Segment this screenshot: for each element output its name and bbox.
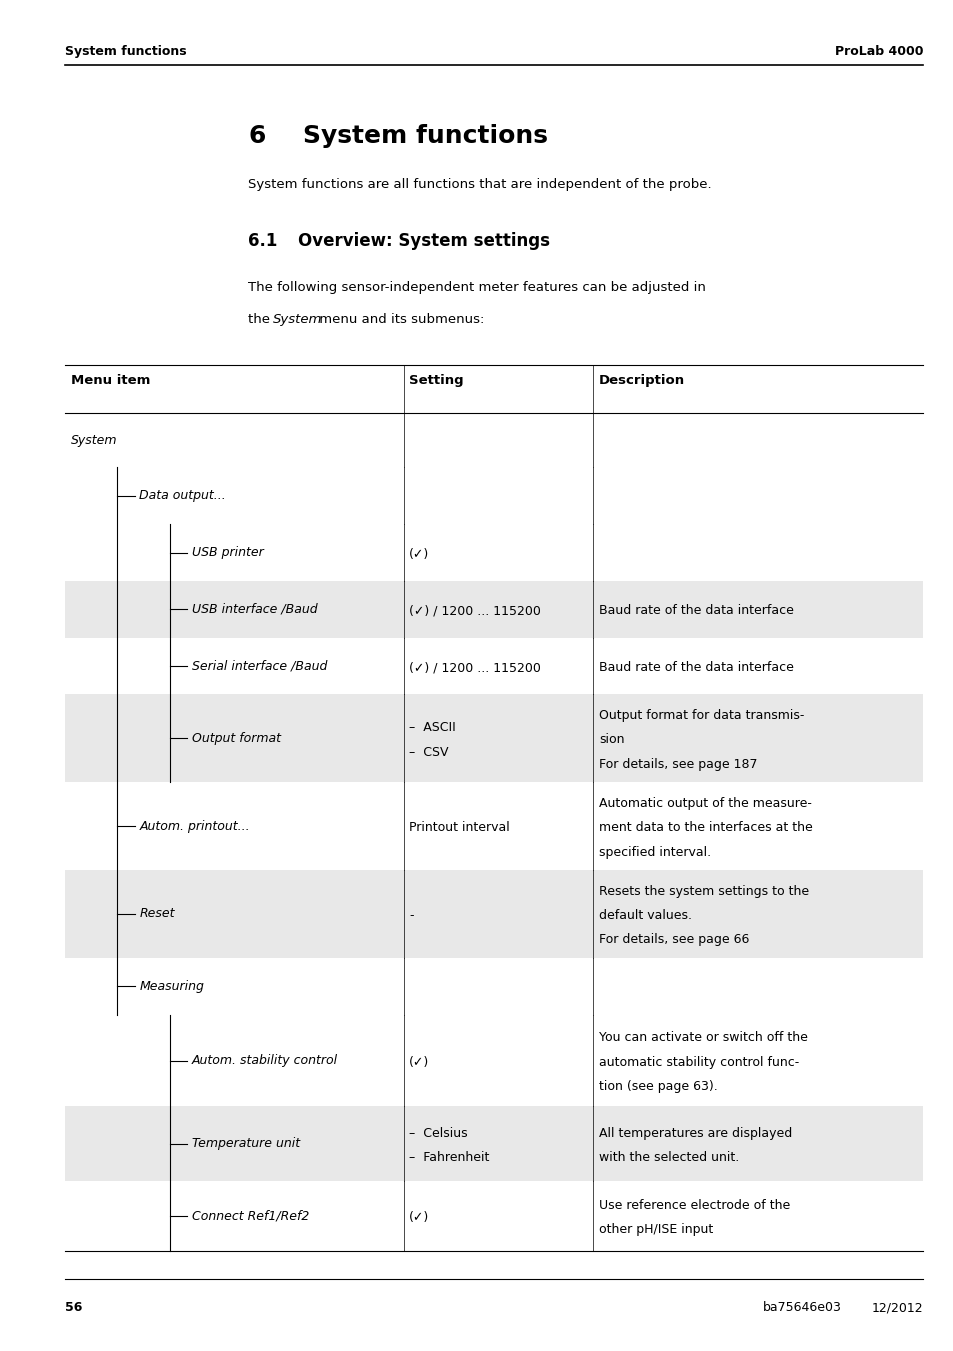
Text: 6.1: 6.1 <box>248 232 277 250</box>
Text: (✓): (✓) <box>409 547 429 561</box>
Bar <box>65 1106 923 1181</box>
Text: the: the <box>248 313 274 327</box>
Text: automatic stability control func-: automatic stability control func- <box>598 1055 799 1069</box>
Text: Printout interval: Printout interval <box>409 821 510 835</box>
Text: System: System <box>273 313 322 327</box>
Text: with the selected unit.: with the selected unit. <box>598 1151 739 1165</box>
Text: 56: 56 <box>65 1301 82 1315</box>
Text: 12/2012: 12/2012 <box>871 1301 923 1315</box>
Text: Output format for data transmis-: Output format for data transmis- <box>598 709 803 723</box>
Text: -: - <box>409 909 414 923</box>
Text: Baud rate of the data interface: Baud rate of the data interface <box>598 661 793 674</box>
Text: (✓): (✓) <box>409 1055 429 1069</box>
Text: ba75646e03: ba75646e03 <box>762 1301 841 1315</box>
Text: specified interval.: specified interval. <box>598 846 711 859</box>
Text: Description: Description <box>598 374 684 388</box>
Text: Setting: Setting <box>409 374 463 388</box>
Text: (✓) / 1200 ... 115200: (✓) / 1200 ... 115200 <box>409 661 540 674</box>
Text: Autom. stability control: Autom. stability control <box>192 1054 337 1067</box>
Text: –  Fahrenheit: – Fahrenheit <box>409 1151 489 1165</box>
Text: Reset: Reset <box>139 908 174 920</box>
Text: ment data to the interfaces at the: ment data to the interfaces at the <box>598 821 812 835</box>
Text: System functions are all functions that are independent of the probe.: System functions are all functions that … <box>248 178 711 192</box>
Text: You can activate or switch off the: You can activate or switch off the <box>598 1031 807 1044</box>
Text: System: System <box>71 434 117 447</box>
Text: ProLab 4000: ProLab 4000 <box>834 45 923 58</box>
Text: USB printer: USB printer <box>192 546 263 559</box>
Text: For details, see page 187: For details, see page 187 <box>598 758 757 771</box>
Text: All temperatures are displayed: All temperatures are displayed <box>598 1127 792 1140</box>
Text: For details, see page 66: For details, see page 66 <box>598 934 749 947</box>
Text: Temperature unit: Temperature unit <box>192 1138 299 1150</box>
Text: USB interface /Baud: USB interface /Baud <box>192 603 317 616</box>
Text: Output format: Output format <box>192 732 280 744</box>
Text: menu and its submenus:: menu and its submenus: <box>314 313 484 327</box>
Text: –  Celsius: – Celsius <box>409 1127 467 1140</box>
Text: Menu item: Menu item <box>71 374 150 388</box>
Text: other pH/ISE input: other pH/ISE input <box>598 1223 713 1236</box>
Text: Data output...: Data output... <box>139 489 226 503</box>
Bar <box>65 870 923 958</box>
Text: (✓) / 1200 ... 115200: (✓) / 1200 ... 115200 <box>409 604 540 617</box>
Text: Automatic output of the measure-: Automatic output of the measure- <box>598 797 811 811</box>
Text: 6: 6 <box>248 124 265 149</box>
Text: sion: sion <box>598 734 624 747</box>
Text: (✓): (✓) <box>409 1210 429 1224</box>
Text: tion (see page 63).: tion (see page 63). <box>598 1079 717 1093</box>
Text: The following sensor-independent meter features can be adjusted in: The following sensor-independent meter f… <box>248 281 705 295</box>
Text: Resets the system settings to the: Resets the system settings to the <box>598 885 808 898</box>
Text: Overview: System settings: Overview: System settings <box>297 232 549 250</box>
Text: default values.: default values. <box>598 909 691 923</box>
Text: System functions: System functions <box>65 45 186 58</box>
Text: System functions: System functions <box>303 124 548 149</box>
Bar <box>65 581 923 638</box>
Text: Autom. printout...: Autom. printout... <box>139 820 250 832</box>
Text: –  ASCII: – ASCII <box>409 721 456 735</box>
Text: Measuring: Measuring <box>139 979 204 993</box>
Text: –  CSV: – CSV <box>409 746 448 759</box>
Text: Use reference electrode of the: Use reference electrode of the <box>598 1198 789 1212</box>
Text: Baud rate of the data interface: Baud rate of the data interface <box>598 604 793 617</box>
Text: Connect Ref1/Ref2: Connect Ref1/Ref2 <box>192 1209 309 1223</box>
Bar <box>65 694 923 782</box>
Text: Serial interface /Baud: Serial interface /Baud <box>192 659 327 673</box>
